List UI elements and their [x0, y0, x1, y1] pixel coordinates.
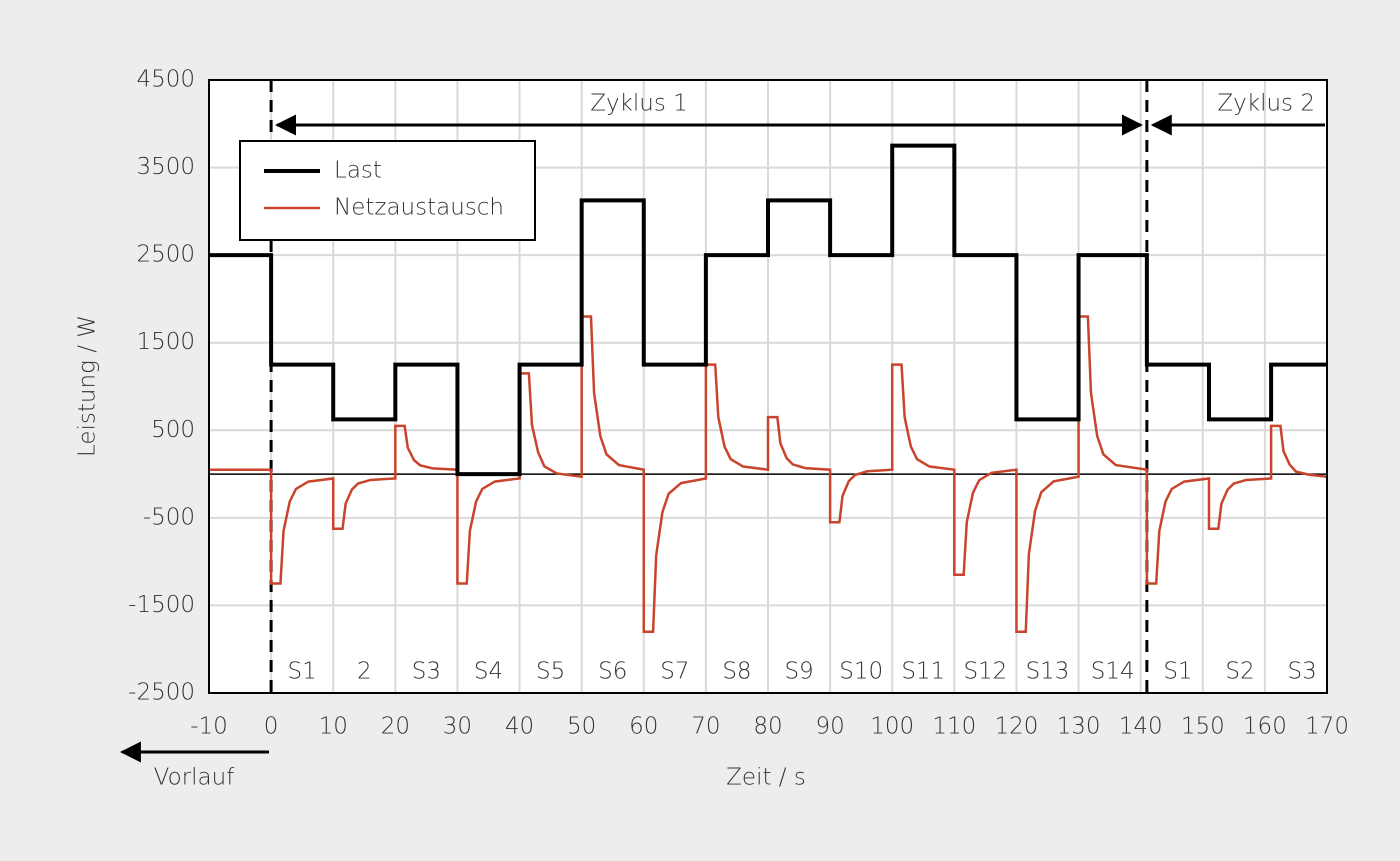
- y-tick-label: 4500: [136, 67, 195, 93]
- y-tick-label: 2500: [136, 242, 195, 268]
- x-tick-label: 20: [381, 714, 410, 740]
- segment-label: S13: [1026, 659, 1070, 685]
- segment-label: S3: [1288, 659, 1317, 685]
- segment-label: S8: [722, 659, 751, 685]
- x-tick-label: 30: [443, 714, 472, 740]
- segment-label: 2: [357, 659, 372, 685]
- x-tick-label: -10: [190, 714, 228, 740]
- segment-label: S12: [963, 659, 1007, 685]
- lead-in-label: Vorlauf: [154, 765, 236, 791]
- x-tick-label: 140: [1119, 714, 1163, 740]
- segment-label: S4: [474, 659, 503, 685]
- segment-label: S10: [839, 659, 883, 685]
- x-tick-label: 70: [691, 714, 720, 740]
- cycle-label: Zyklus 1: [590, 91, 688, 117]
- legend-label: Netzaustausch: [334, 195, 504, 221]
- segment-label: S2: [1225, 659, 1254, 685]
- x-tick-label: 80: [753, 714, 782, 740]
- x-tick-label: 0: [264, 714, 279, 740]
- cycle-label: Zyklus 2: [1217, 91, 1315, 117]
- segment-label: S7: [660, 659, 689, 685]
- series-line: [209, 315, 1328, 633]
- x-tick-label: 120: [994, 714, 1038, 740]
- segment-label: S14: [1091, 659, 1135, 685]
- y-tick-label: -1500: [128, 592, 195, 618]
- plot-frame: [208, 79, 1328, 694]
- x-tick-label: 50: [567, 714, 596, 740]
- x-tick-label: 90: [815, 714, 844, 740]
- y-tick-label: -2500: [128, 680, 195, 706]
- x-tick-label: 170: [1305, 714, 1349, 740]
- x-tick-label: 130: [1057, 714, 1101, 740]
- segment-label: S1: [1163, 659, 1192, 685]
- series-line: [209, 143, 1327, 477]
- x-tick-label: 10: [319, 714, 348, 740]
- legend-box: [239, 140, 536, 241]
- segment-label: S1: [288, 659, 317, 685]
- x-tick-label: 150: [1181, 714, 1225, 740]
- x-tick-label: 40: [505, 714, 534, 740]
- y-axis-label: Leistung / W: [75, 315, 101, 457]
- legend-label: Last: [334, 158, 382, 184]
- x-tick-label: 60: [629, 714, 658, 740]
- x-tick-label: 160: [1243, 714, 1287, 740]
- segment-label: S9: [784, 659, 813, 685]
- y-tick-label: -500: [143, 504, 195, 530]
- x-axis-label: Zeit / s: [726, 765, 806, 791]
- y-tick-label: 3500: [136, 154, 195, 180]
- segment-label: S3: [412, 659, 441, 685]
- y-tick-label: 500: [151, 417, 195, 443]
- segment-label: S5: [536, 659, 565, 685]
- y-tick-label: 1500: [136, 329, 195, 355]
- x-tick-label: 110: [932, 714, 976, 740]
- segment-label: S6: [598, 659, 627, 685]
- segment-label: S11: [901, 659, 945, 685]
- x-tick-label: 100: [870, 714, 914, 740]
